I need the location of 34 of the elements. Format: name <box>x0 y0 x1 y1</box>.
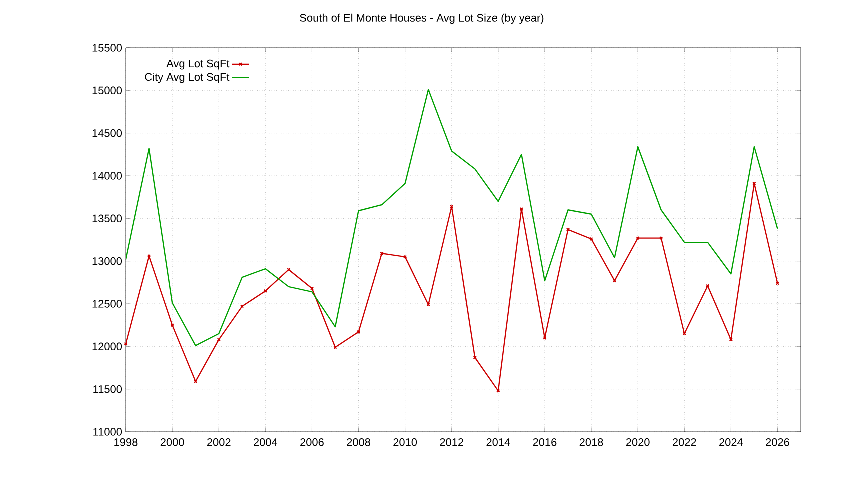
x-tick-label: 2008 <box>347 438 370 446</box>
y-tick-label: 11500 <box>94 385 122 394</box>
y-tick-label: 15000 <box>92 86 122 95</box>
x-tick-label: 1998 <box>114 438 138 446</box>
point <box>706 284 710 288</box>
x-tick-label: 2024 <box>720 438 744 446</box>
point <box>682 332 686 336</box>
legend-label: Avg Lot SqFt <box>166 60 230 70</box>
x-tick-label: 2002 <box>207 438 231 446</box>
y-tick-label: 13000 <box>92 257 122 266</box>
x-tick-label: 2014 <box>486 438 510 446</box>
y-tick-label: 14500 <box>92 129 122 138</box>
y-tick-label: 13500 <box>92 214 122 223</box>
y-tick-label: 15500 <box>92 44 122 52</box>
point <box>612 279 617 283</box>
y-tick-label: 12000 <box>92 342 122 351</box>
legend-label: City Avg Lot SqFt <box>145 73 230 84</box>
x-tick-label: 2022 <box>672 438 696 446</box>
y-tick-label: 12500 <box>92 300 122 308</box>
x-tick-label: 2000 <box>160 438 184 446</box>
x-tick-label: 2016 <box>533 438 557 446</box>
chart-title: South of El Monte Houses - Avg Lot Size (by year) <box>300 14 544 24</box>
y-tick-label: 11000 <box>94 428 122 436</box>
point <box>194 380 198 384</box>
line-series <box>126 89 778 346</box>
point <box>729 338 734 342</box>
x-tick-label: 2026 <box>766 438 790 446</box>
x-tick-label: 2004 <box>254 438 278 446</box>
x-tick-label: 2010 <box>394 438 418 446</box>
y-tick-label: 14000 <box>92 172 122 180</box>
x-tick-label: 2006 <box>300 438 324 446</box>
x-tick-label: 2012 <box>440 438 464 446</box>
x-tick-label: 2020 <box>626 438 650 446</box>
x-tick-label: 2018 <box>580 438 604 446</box>
